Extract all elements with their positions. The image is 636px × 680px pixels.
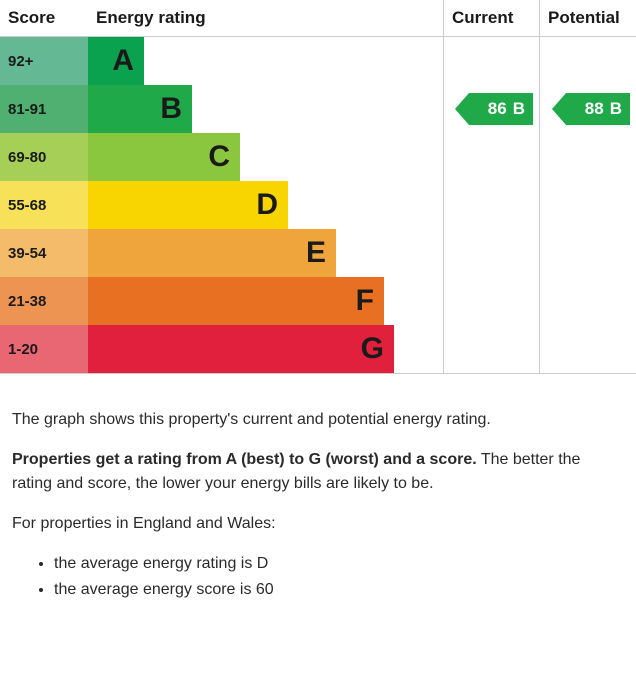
current-slot-d	[444, 181, 539, 229]
caption-bullet: the average energy rating is D	[54, 552, 624, 576]
potential-slot-a	[540, 37, 636, 85]
potential-pointer-score: 88	[585, 99, 604, 119]
score-range-b: 81-91	[0, 85, 88, 133]
rating-bar-c: C	[88, 133, 240, 181]
caption-intro: The graph shows this property's current …	[12, 408, 624, 432]
bars-column: 92+ A 81-91 B 69-80 C 55-68 D 39-54 E 21-38 F 1-20 G	[0, 37, 444, 374]
header-potential: Potential	[540, 0, 636, 36]
score-range-d: 55-68	[0, 181, 88, 229]
current-pointer-letter: B	[513, 99, 525, 119]
rating-bar-e: E	[88, 229, 336, 277]
potential-slot-f	[540, 277, 636, 325]
rating-letter-e: E	[306, 236, 326, 270]
rating-letter-c: C	[208, 140, 230, 174]
caption-bullets: the average energy rating is Dthe averag…	[54, 552, 624, 602]
rating-bar-f: F	[88, 277, 384, 325]
rating-row-f: 21-38 F	[0, 277, 443, 325]
score-range-c: 69-80	[0, 133, 88, 181]
caption-bold: Properties get a rating from A (best) to…	[12, 451, 477, 468]
current-column: 86 B	[444, 37, 540, 374]
current-slot-b: 86 B	[444, 85, 539, 133]
current-slot-e	[444, 229, 539, 277]
caption-rating-explain: Properties get a rating from A (best) to…	[12, 448, 624, 496]
current-slot-g	[444, 325, 539, 373]
caption-sub: For properties in England and Wales:	[12, 512, 624, 536]
score-range-e: 39-54	[0, 229, 88, 277]
rating-bar-g: G	[88, 325, 394, 373]
rating-row-e: 39-54 E	[0, 229, 443, 277]
rating-row-b: 81-91 B	[0, 85, 443, 133]
current-slot-a	[444, 37, 539, 85]
potential-slot-g	[540, 325, 636, 373]
rating-letter-f: F	[356, 284, 374, 318]
current-slot-f	[444, 277, 539, 325]
header-current: Current	[444, 0, 540, 36]
potential-pointer-letter: B	[610, 99, 622, 119]
caption-block: The graph shows this property's current …	[0, 374, 636, 602]
rating-letter-d: D	[256, 188, 278, 222]
current-slot-c	[444, 133, 539, 181]
score-range-g: 1-20	[0, 325, 88, 373]
chart-body: 92+A81-91B69-80C55-68D39-54E21-38F1-20G …	[0, 37, 636, 374]
rating-row-c: 69-80 C	[0, 133, 443, 181]
rating-letter-b: B	[160, 92, 182, 126]
epc-chart: Score Energy rating Current Potential 92…	[0, 0, 636, 374]
potential-slot-c	[540, 133, 636, 181]
potential-slot-d	[540, 181, 636, 229]
potential-column: 88 B	[540, 37, 636, 374]
potential-slot-e	[540, 229, 636, 277]
caption-bullet: the average energy score is 60	[54, 578, 624, 602]
potential-pointer: 88 B	[552, 93, 630, 125]
potential-slot-b: 88 B	[540, 85, 636, 133]
rating-row-d: 55-68 D	[0, 181, 443, 229]
rating-bar-a: A	[88, 37, 144, 85]
rating-row-a: 92+ A	[0, 37, 443, 85]
rating-row-g: 1-20 G	[0, 325, 443, 373]
current-pointer: 86 B	[455, 93, 533, 125]
rating-bar-b: B	[88, 85, 192, 133]
score-range-f: 21-38	[0, 277, 88, 325]
score-range-a: 92+	[0, 37, 88, 85]
rating-letter-g: G	[361, 332, 384, 366]
header-score: Score	[0, 0, 88, 36]
current-pointer-score: 86	[488, 99, 507, 119]
rating-bar-d: D	[88, 181, 288, 229]
chart-header: Score Energy rating Current Potential	[0, 0, 636, 37]
rating-letter-a: A	[112, 44, 134, 78]
header-rating: Energy rating	[88, 0, 444, 36]
